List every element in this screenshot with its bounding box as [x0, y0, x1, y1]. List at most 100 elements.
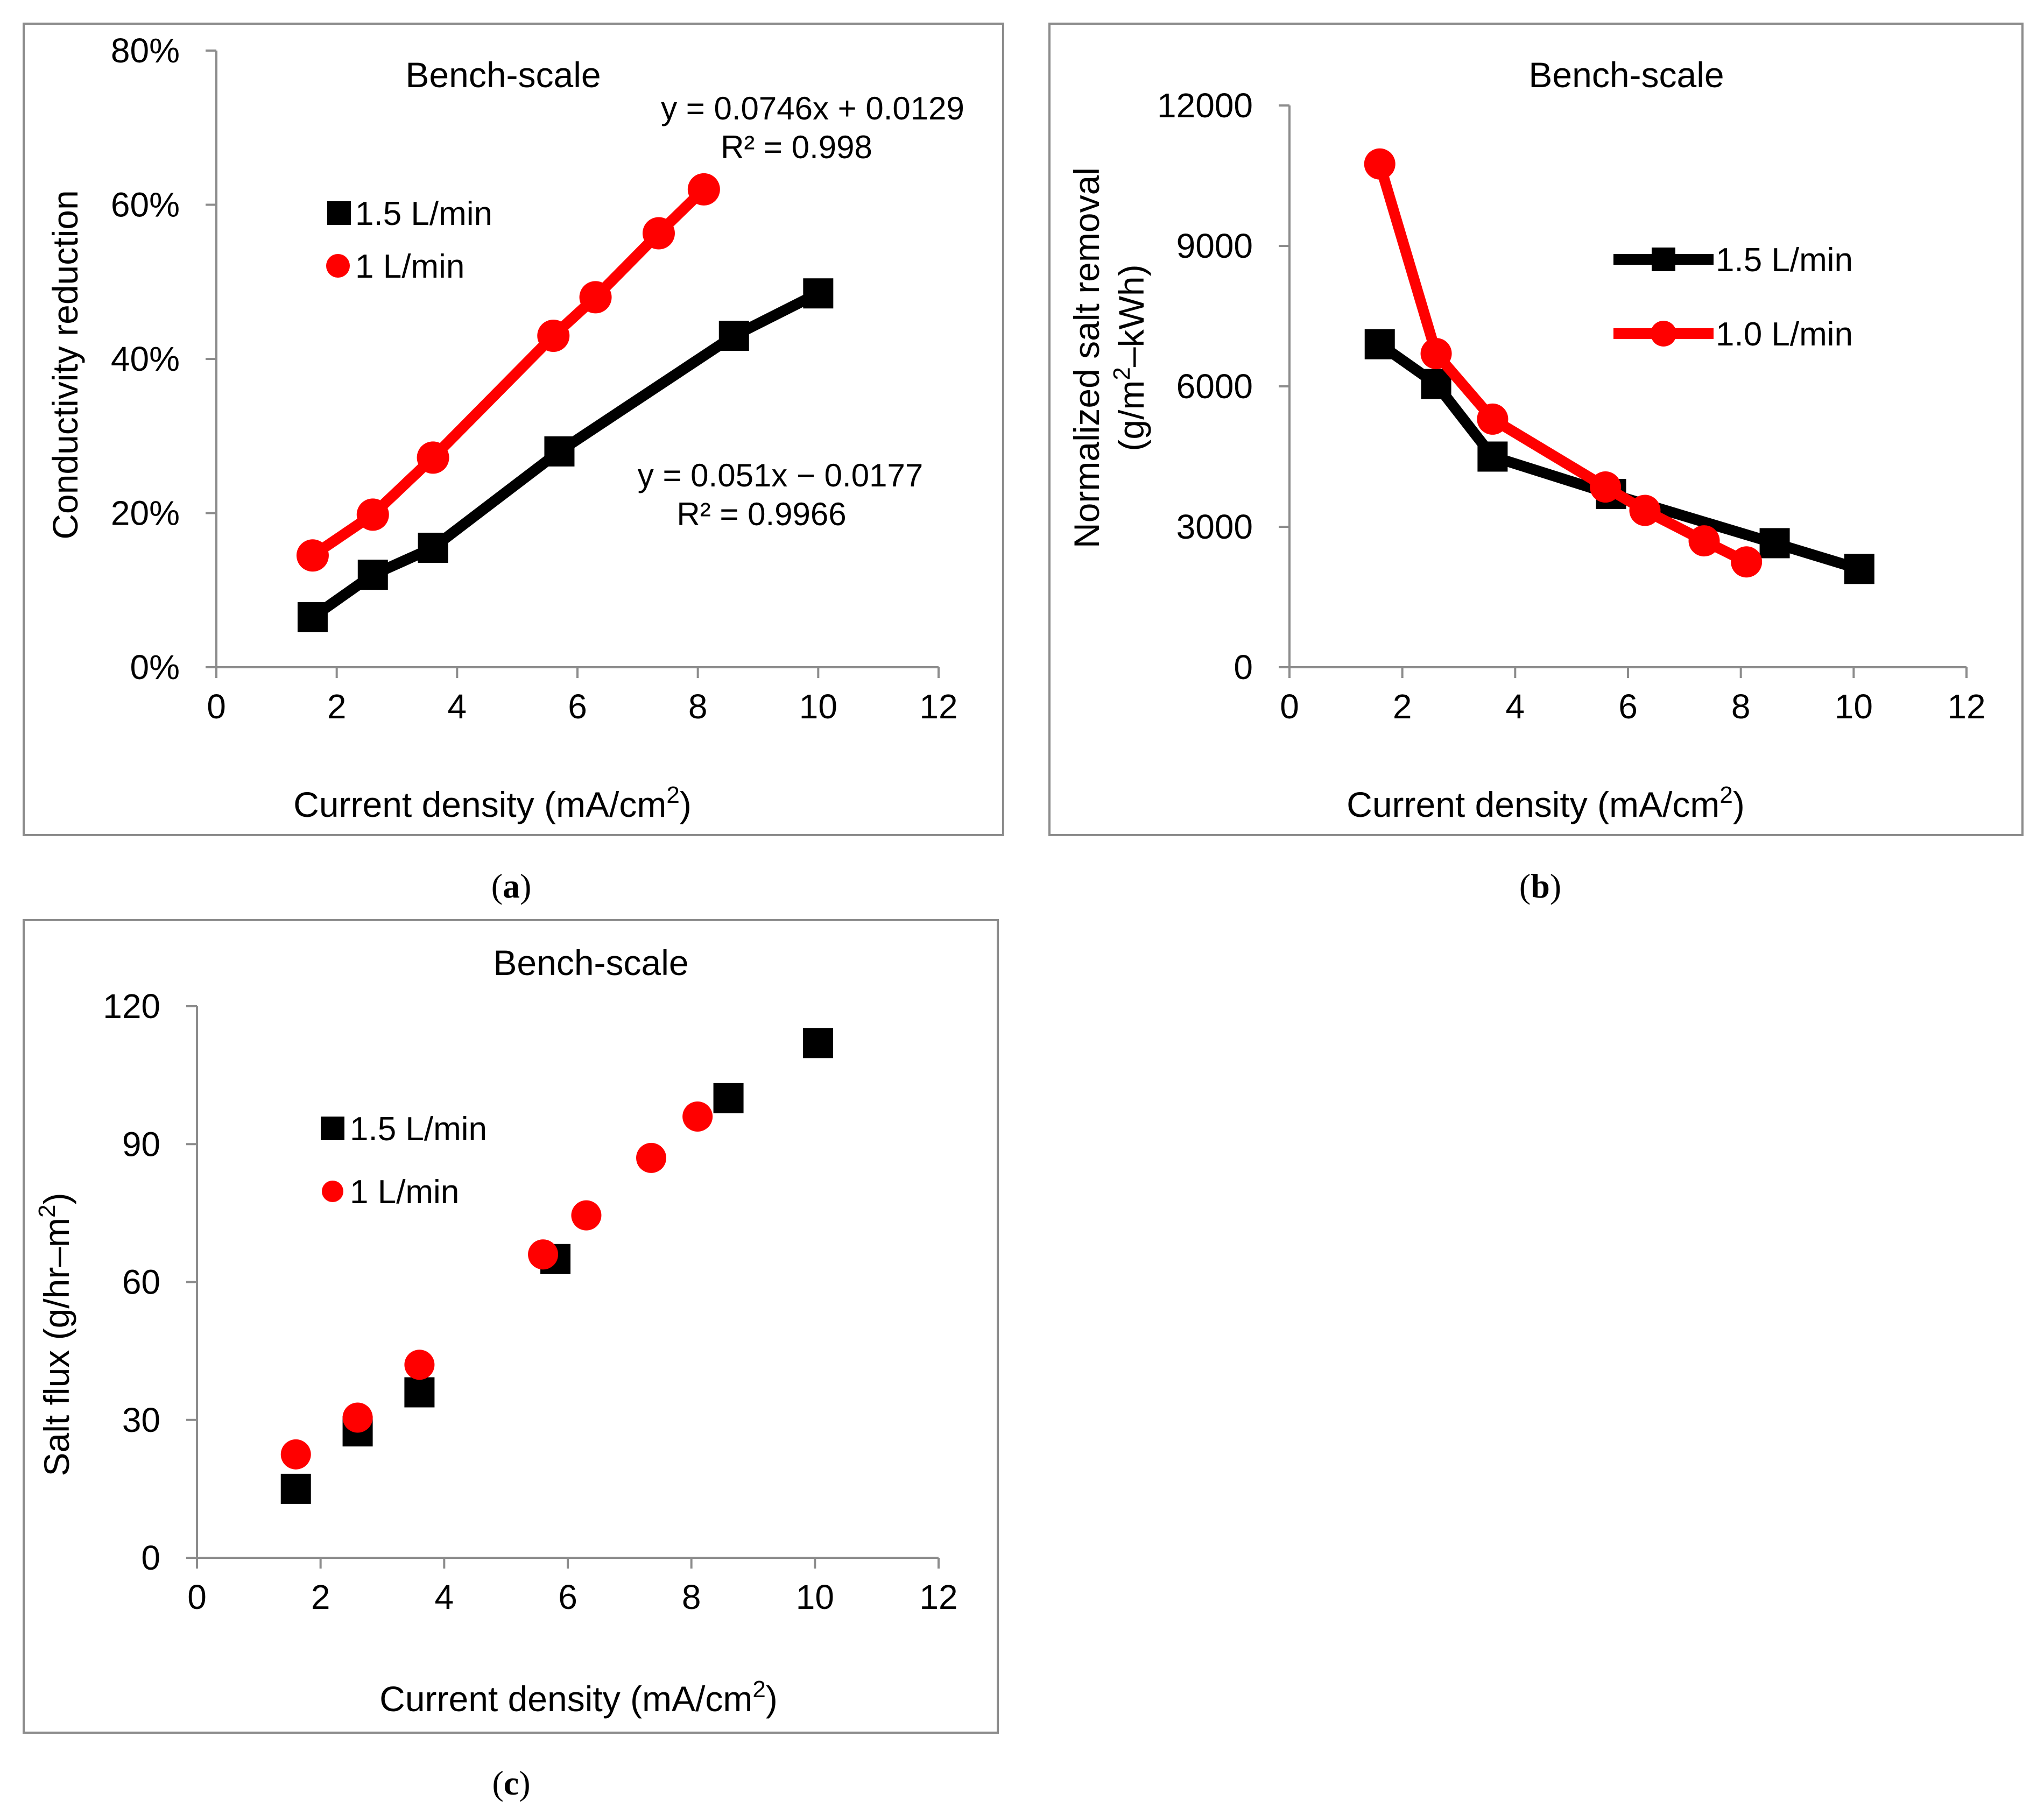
- data-point-circle: [280, 1439, 311, 1470]
- legend-c-label-1: 1.5 L/min: [350, 1111, 487, 1148]
- x-tick-label: 8: [1731, 687, 1751, 726]
- y-tick-label: 3000: [1176, 507, 1253, 546]
- y-tick-label: 0: [1234, 648, 1253, 687]
- x-tick-label: 6: [558, 1578, 577, 1616]
- data-point-square: [1844, 554, 1874, 584]
- x-tick-label: 2: [327, 687, 347, 726]
- y-tick-label: 30: [122, 1401, 160, 1439]
- x-tick-label: 0: [1280, 687, 1299, 726]
- chart-b-title: Bench-scale: [1528, 55, 1724, 95]
- legend-a-marker-1: [327, 201, 351, 225]
- data-point-circle: [1731, 546, 1763, 578]
- x-tick-label: 2: [311, 1578, 330, 1616]
- chart-b-xlabel: Current density (mA/cm2): [1347, 782, 1745, 824]
- legend-b-marker-2: [1651, 321, 1676, 347]
- chart-a-eq-red: y = 0.0746x + 0.0129: [661, 90, 964, 126]
- legend-b-label-1: 1.5 L/min: [1716, 242, 1853, 279]
- chart-c-title: Bench-scale: [493, 943, 688, 983]
- data-point-circle: [537, 320, 570, 352]
- y-tick-label: 60%: [111, 186, 180, 224]
- panel-c-frame: [23, 919, 999, 1734]
- x-tick-label: 4: [448, 687, 467, 726]
- data-point-circle: [579, 281, 612, 314]
- data-point-circle: [342, 1402, 373, 1433]
- data-point-circle: [687, 173, 720, 206]
- data-point-square: [418, 532, 448, 563]
- chart-c-xlabel: Current density (mA/cm2): [379, 1676, 778, 1719]
- x-tick-label: 8: [682, 1578, 701, 1616]
- legend-c-label-2: 1 L/min: [350, 1174, 459, 1211]
- data-point-circle: [682, 1101, 713, 1132]
- chart-a-r2-red: R² = 0.998: [721, 129, 872, 165]
- data-point-square: [803, 278, 834, 309]
- data-point-square: [1759, 528, 1790, 559]
- caption-a: (a): [491, 867, 532, 905]
- x-tick-label: 4: [435, 1578, 454, 1616]
- chart-b-marks: [1364, 148, 1874, 584]
- chart-c-marks: [280, 1028, 834, 1504]
- data-point-square: [718, 321, 749, 351]
- chart-a-title: Bench-scale: [405, 55, 601, 95]
- caption-c: (c): [492, 1764, 530, 1802]
- y-tick-label: 120: [103, 987, 160, 1026]
- data-point-square: [1477, 441, 1508, 472]
- data-point-square: [297, 602, 328, 632]
- caption-b: (b): [1519, 867, 1561, 905]
- chart-c-legend: 1.5 L/min 1 L/min: [321, 1111, 487, 1211]
- data-point-circle: [417, 441, 449, 474]
- data-point-circle: [356, 498, 389, 531]
- data-point-circle: [404, 1350, 435, 1380]
- chart-a-xlabel: Current density (mA/cm2): [293, 782, 692, 824]
- y-tick-label: 12000: [1157, 86, 1253, 125]
- y-tick-label: 40%: [111, 340, 180, 378]
- legend-a-label-2: 1 L/min: [355, 248, 464, 285]
- data-point-circle: [636, 1142, 667, 1173]
- x-tick-label: 6: [568, 687, 587, 726]
- chart-a-axes: 0 2 4 6 8 10 12 0% 20% 40% 60% 80%: [111, 31, 958, 726]
- chart-b-axes: 0 2 4 6 8 10 12 0 3000 6000 9000 12000: [1157, 86, 1986, 726]
- panel-a-frame: [23, 23, 1004, 836]
- legend-c-marker-2: [322, 1181, 343, 1202]
- y-tick-label: 60: [122, 1263, 160, 1302]
- y-tick-label: 90: [122, 1125, 160, 1163]
- y-tick-label: 80%: [111, 31, 180, 70]
- data-point-circle: [1688, 525, 1720, 557]
- data-point-circle: [571, 1200, 602, 1231]
- y-tick-label: 6000: [1176, 367, 1253, 406]
- chart-b-legend: 1.5 L/min 1.0 L/min: [1613, 242, 1853, 353]
- data-point-square: [1364, 329, 1395, 359]
- y-tick-label: 20%: [111, 494, 180, 533]
- chart-a: 0 2 4 6 8 10 12 0% 20% 40% 60% 80% Bench-scale Curr…: [45, 31, 964, 905]
- data-point-circle: [1629, 495, 1661, 526]
- chart-a-r2-black: R² = 0.9966: [676, 496, 846, 532]
- x-tick-label: 12: [1947, 687, 1985, 726]
- data-point-square: [280, 1473, 311, 1504]
- x-tick-label: 0: [207, 687, 226, 726]
- y-tick-label: 9000: [1176, 227, 1253, 265]
- legend-b-marker-1: [1652, 248, 1675, 271]
- x-tick-label: 2: [1393, 687, 1412, 726]
- legend-b-label-2: 1.0 L/min: [1716, 316, 1853, 353]
- legend-a-marker-2: [326, 254, 350, 278]
- chart-b-ylabel-line1: Normalized salt removal: [1067, 167, 1106, 548]
- data-point-square: [404, 1377, 435, 1408]
- x-tick-label: 4: [1506, 687, 1525, 726]
- data-point-circle: [1477, 403, 1509, 435]
- legend-a-label-1: 1.5 L/min: [355, 195, 492, 232]
- x-tick-label: 10: [796, 1578, 834, 1616]
- data-point-circle: [1420, 338, 1452, 370]
- data-point-square: [1421, 369, 1451, 399]
- chart-a-legend: 1.5 L/min 1 L/min: [326, 195, 492, 285]
- x-tick-label: 8: [688, 687, 708, 726]
- x-tick-label: 12: [919, 1578, 957, 1616]
- chart-a-ylabel: Conductivity reduction: [45, 190, 85, 539]
- data-point-square: [357, 560, 388, 590]
- chart-c-ylabel: Salt flux (g/hr–m2): [34, 1193, 76, 1477]
- x-tick-label: 12: [919, 687, 957, 726]
- y-tick-label: 0: [141, 1538, 160, 1577]
- chart-a-eq-black: y = 0.051x − 0.0177: [638, 457, 923, 493]
